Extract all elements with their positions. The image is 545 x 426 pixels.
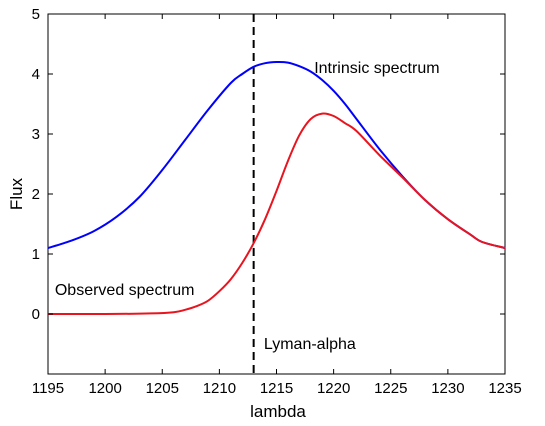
- ticks-layer: 1195 1200 1205 1210 1215 1220 1225 1230 12350123…: [32, 6, 522, 397]
- y-tick-label: 5: [32, 6, 40, 23]
- y-tick-label: 0: [32, 306, 40, 323]
- x-tick-label: 1230: [431, 380, 464, 397]
- y-tick-label: 2: [32, 186, 40, 203]
- observed-spectrum-line: [47, 112, 506, 316]
- x-tick-label: 1195: [32, 380, 64, 397]
- x-tick-label: 1225: [374, 380, 407, 397]
- y-tick-label: 1: [32, 246, 40, 263]
- x-tick-label: 1210: [203, 380, 236, 397]
- x-tick-label: 1205: [146, 380, 179, 397]
- y-tick-label: 3: [32, 126, 40, 143]
- lyman-alpha-label: Lyman-alpha: [264, 336, 356, 353]
- observed-spectrum-label: Observed spectrum: [55, 282, 195, 299]
- series-layer: [47, 14, 506, 374]
- y-axis-label: Flux: [7, 177, 26, 210]
- x-axis-label: lambda: [250, 402, 306, 421]
- intrinsic-spectrum-label: Intrinsic spectrum: [314, 60, 439, 77]
- y-tick-label: 4: [32, 66, 40, 83]
- x-tick-label: 1200: [88, 380, 121, 397]
- x-tick-label: 1235: [488, 380, 521, 397]
- x-tick-label: 1215: [260, 380, 293, 397]
- intrinsic-spectrum-line: [47, 60, 506, 249]
- x-tick-label: 1220: [317, 380, 350, 397]
